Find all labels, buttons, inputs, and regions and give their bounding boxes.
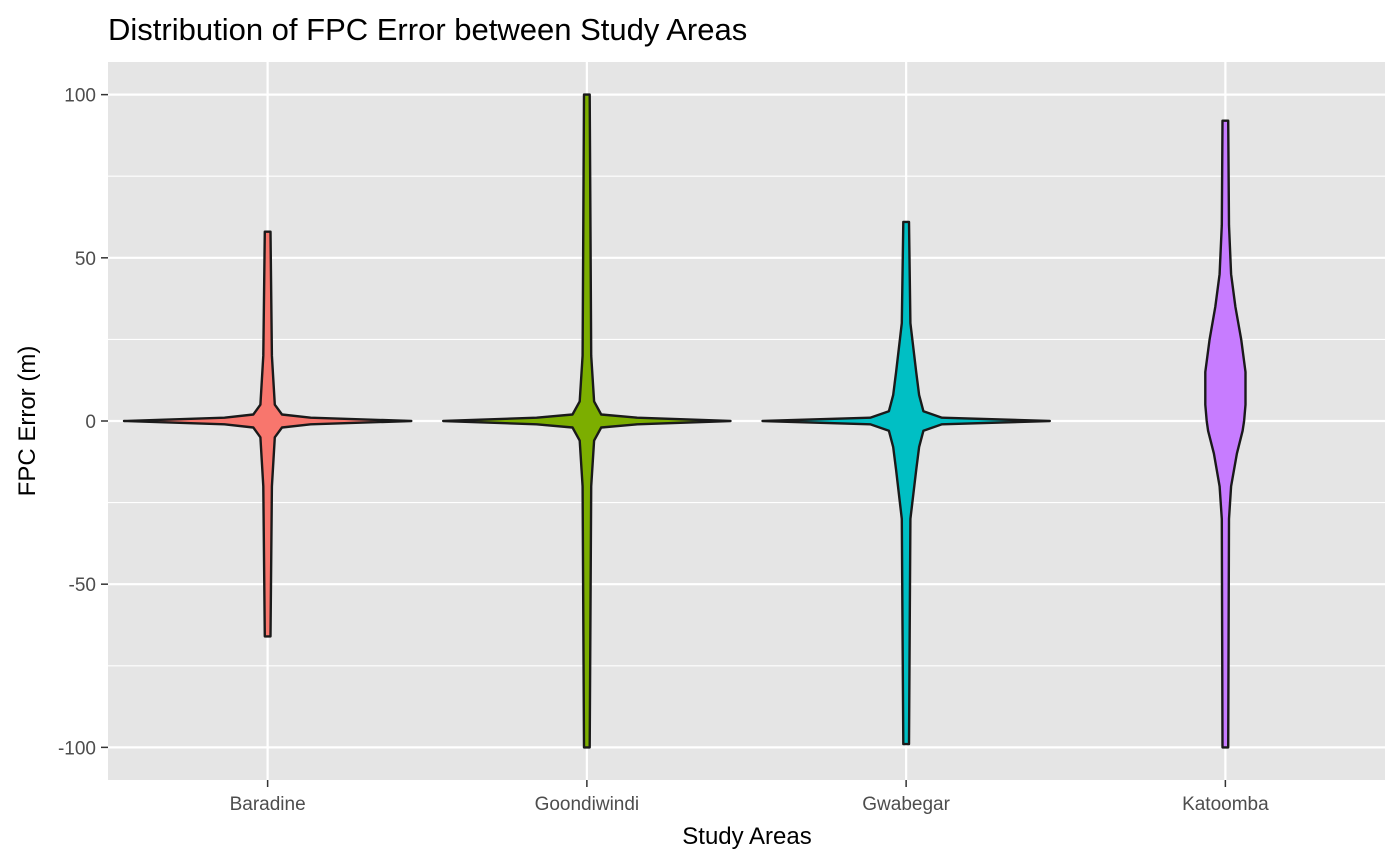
violin-goondiwindi <box>442 93 732 749</box>
violin-katoomba <box>1204 119 1247 749</box>
x-tick-label: Katoomba <box>1182 794 1269 815</box>
y-tick-label: -50 <box>69 575 96 596</box>
y-tick-label: 0 <box>85 412 96 433</box>
x-tick-label: Goondiwindi <box>535 794 640 815</box>
violin-baradine <box>122 230 413 638</box>
x-axis: Baradine Goondiwindi Gwabegar Katoomba <box>230 780 1269 815</box>
y-axis-title: FPC Error (m) <box>14 346 41 497</box>
y-tick-label: 50 <box>75 249 96 270</box>
x-axis-title: Study Areas <box>682 823 811 850</box>
violin-gwabegar <box>761 220 1051 746</box>
x-tick-label: Gwabegar <box>862 794 950 815</box>
chart-title: Distribution of FPC Error between Study … <box>108 12 747 47</box>
y-axis: -100 -50 0 50 100 <box>58 86 108 759</box>
violins <box>122 93 1247 749</box>
y-tick-label: -100 <box>58 738 96 759</box>
x-tick-label: Baradine <box>230 794 306 815</box>
y-tick-label: 100 <box>64 86 96 107</box>
